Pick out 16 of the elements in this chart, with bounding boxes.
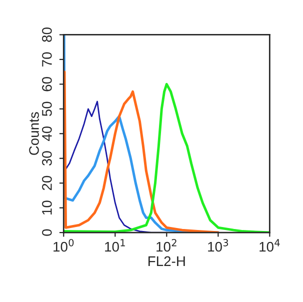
x-axis-title: FL2-H (148, 256, 185, 266)
y-axis-title: Counts (29, 112, 39, 155)
x-tick-label: 10$^{1}$ (105, 239, 125, 252)
y-tick-label: 80 (42, 28, 52, 42)
x-tick-label: 10$^{2}$ (156, 238, 176, 252)
y-tick-label: 20 (42, 176, 52, 190)
y-tick-label: 60 (42, 77, 52, 92)
y-tick-label: 0 (42, 229, 52, 236)
y-tick-label: 10 (42, 200, 52, 214)
y-tick-label: 50 (42, 102, 52, 116)
x-tick-label: 10$^{0}$ (54, 238, 74, 252)
y-tick-label: 40 (42, 126, 52, 142)
x-tick-label: 10$^{3}$ (208, 238, 228, 252)
y-tick-label: 30 (42, 151, 52, 166)
y-tick-label: 70 (42, 52, 52, 66)
x-tick-label: 10$^{4}$ (260, 239, 280, 252)
